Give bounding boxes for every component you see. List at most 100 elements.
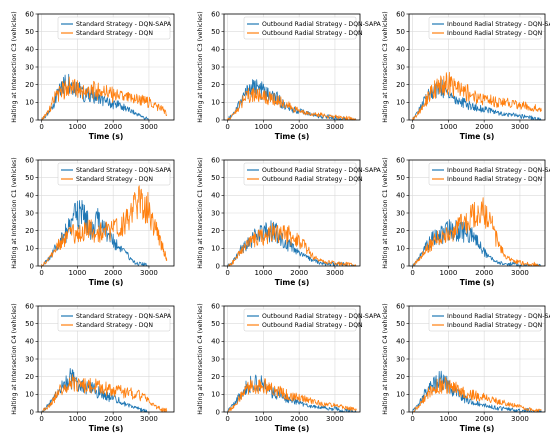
y-axis-label: Halting at Intersection C3 (vehicles) <box>197 11 204 122</box>
legend: Standard Strategy - DQN-SAPA Standard Str… <box>57 162 172 186</box>
legend: Standard Strategy - DQN-SAPA Standard Str… <box>57 308 172 332</box>
x-tick-label: 0 <box>39 415 43 423</box>
y-tick-label: 10 <box>396 245 405 253</box>
y-tick-label: 40 <box>396 338 405 346</box>
legend: Outbound Radial Strategy - DQN-SAPA Outbo… <box>243 308 382 332</box>
legend-box <box>243 16 357 40</box>
y-axis-label: Halting at Intersection C3 (vehicles) <box>11 11 18 122</box>
y-tick-label: 60 <box>211 156 220 164</box>
y-tick-label: 60 <box>25 302 34 310</box>
x-tick-label: 1000 <box>439 415 457 423</box>
y-tick-label: 60 <box>25 10 34 18</box>
y-tick-label: 20 <box>25 227 34 235</box>
y-tick-label: 10 <box>211 99 220 107</box>
chart-panel-4: 0 1000 2000 3000 0 10 20 30 40 50 60 Time (s) Haltin… <box>197 156 382 287</box>
x-tick-label: 0 <box>39 269 43 277</box>
legend-entry: Outbound Radial Strategy - DQN-SAPA <box>262 21 382 28</box>
legend-box <box>57 16 171 40</box>
y-tick-label: 0 <box>30 408 34 416</box>
x-tick-label: 1000 <box>439 123 457 131</box>
y-tick-label: 30 <box>396 355 405 363</box>
legend-entry: Inbound Radial Strategy - DQN <box>447 30 543 37</box>
x-axis-label: Time (s) <box>275 424 310 433</box>
y-tick-label: 20 <box>211 373 220 381</box>
x-tick-label: 0 <box>225 123 229 131</box>
chart-panel-6: 0 1000 2000 3000 0 10 20 30 40 50 60 Time (s) Haltin… <box>11 302 175 433</box>
y-tick-label: 20 <box>25 81 34 89</box>
y-axis-label: Halting at Intersection C1 (vehicles) <box>197 157 204 268</box>
chart-panel-5: 0 1000 2000 3000 0 10 20 30 40 50 60 Time (s) Haltin… <box>382 156 550 287</box>
chart-panel-1: 0 1000 2000 3000 0 10 20 30 40 50 60 Time (s) Haltin… <box>197 10 382 141</box>
y-axis-label: Halting at Intersection C1 (vehicles) <box>11 157 18 268</box>
x-tick-label: 2000 <box>290 415 308 423</box>
legend-entry: Standard Strategy - DQN <box>76 322 153 329</box>
series-line-dqn <box>412 197 542 267</box>
legend-entry: Inbound Radial Strategy - DQN-SAPA <box>447 21 550 28</box>
legend-box <box>428 16 542 40</box>
y-tick-label: 40 <box>211 338 220 346</box>
y-tick-label: 0 <box>30 262 34 270</box>
x-axis-label: Time (s) <box>275 132 310 141</box>
x-tick-label: 1000 <box>68 269 86 277</box>
y-tick-label: 30 <box>25 63 34 71</box>
x-tick-label: 2000 <box>475 269 493 277</box>
x-tick-label: 0 <box>225 415 229 423</box>
y-tick-label: 30 <box>396 209 405 217</box>
series-line-dqn-sapa <box>412 219 542 267</box>
x-tick-label: 3000 <box>511 123 529 131</box>
y-tick-label: 40 <box>25 192 34 200</box>
series-line-dqn-sapa <box>227 220 357 267</box>
y-tick-label: 10 <box>211 245 220 253</box>
x-tick-label: 1000 <box>254 269 272 277</box>
y-tick-label: 40 <box>211 46 220 54</box>
y-tick-label: 10 <box>396 391 405 399</box>
legend-entry: Standard Strategy - DQN-SAPA <box>76 167 172 174</box>
y-tick-label: 50 <box>211 320 220 328</box>
legend-entry: Inbound Radial Strategy - DQN <box>447 322 543 329</box>
y-tick-label: 10 <box>25 391 34 399</box>
legend-entry: Outbound Radial Strategy - DQN-SAPA <box>262 313 382 320</box>
legend-box <box>428 308 542 332</box>
y-tick-label: 40 <box>25 46 34 54</box>
y-tick-label: 60 <box>396 302 405 310</box>
x-tick-label: 2000 <box>475 415 493 423</box>
chart-panel-7: 0 1000 2000 3000 0 10 20 30 40 50 60 Time (s) Haltin… <box>197 302 382 433</box>
x-tick-label: 2000 <box>104 123 122 131</box>
x-axis-label: Time (s) <box>460 424 495 433</box>
y-axis-label: Halting at Intersection C4 (vehicles) <box>11 303 18 414</box>
y-tick-label: 60 <box>211 10 220 18</box>
y-tick-label: 60 <box>396 10 405 18</box>
y-tick-label: 30 <box>396 63 405 71</box>
y-tick-label: 40 <box>396 192 405 200</box>
series-line-dqn-sapa <box>412 370 542 413</box>
y-tick-label: 50 <box>25 28 34 36</box>
chart-panel-2: 0 1000 2000 3000 0 10 20 30 40 50 60 Time (s) Haltin… <box>382 10 550 141</box>
legend-box <box>57 162 171 186</box>
y-tick-label: 60 <box>211 302 220 310</box>
legend-entry: Outbound Radial Strategy - DQN <box>262 322 363 329</box>
series-line-dqn <box>412 71 542 121</box>
x-tick-label: 0 <box>410 123 414 131</box>
x-tick-label: 3000 <box>326 415 344 423</box>
series-line-dqn-sapa <box>227 79 357 121</box>
y-tick-label: 0 <box>401 116 405 124</box>
x-tick-label: 1000 <box>439 269 457 277</box>
y-tick-label: 0 <box>401 408 405 416</box>
x-tick-label: 3000 <box>511 269 529 277</box>
x-tick-label: 0 <box>39 123 43 131</box>
y-tick-label: 50 <box>211 174 220 182</box>
y-tick-label: 50 <box>25 174 34 182</box>
x-tick-label: 1000 <box>68 415 86 423</box>
x-axis-label: Time (s) <box>89 132 124 141</box>
y-tick-label: 20 <box>396 81 405 89</box>
x-tick-label: 2000 <box>290 269 308 277</box>
legend: Outbound Radial Strategy - DQN-SAPA Outbo… <box>243 162 382 186</box>
y-tick-label: 30 <box>25 355 34 363</box>
x-tick-label: 0 <box>410 415 414 423</box>
series-line-dqn <box>227 222 357 267</box>
series-line-dqn <box>41 374 168 413</box>
series-line-dqn <box>412 376 542 413</box>
y-tick-label: 30 <box>211 209 220 217</box>
x-tick-label: 2000 <box>104 415 122 423</box>
legend: Standard Strategy - DQN-SAPA Standard Str… <box>57 16 172 40</box>
